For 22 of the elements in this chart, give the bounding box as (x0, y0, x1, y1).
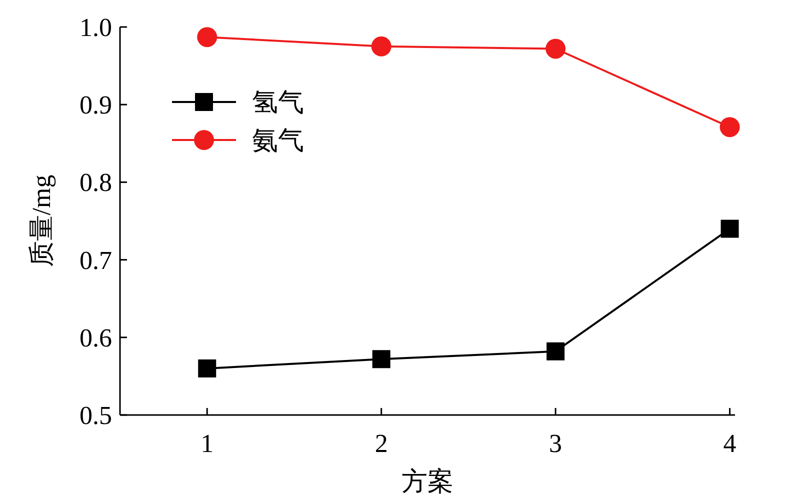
point (720, 117, 740, 138)
y-tick-label: 0.7 (80, 246, 112, 275)
x-tick-label: 1 (200, 429, 214, 458)
point (546, 342, 565, 360)
point (546, 38, 566, 59)
legend-label: 氨气 (252, 126, 304, 155)
x-tick-label: 4 (723, 429, 736, 458)
y-tick-label: 0.6 (80, 323, 112, 352)
point (197, 27, 218, 48)
y-tick-label: 1.0 (80, 13, 112, 42)
y-tick-label: 0.9 (80, 90, 112, 120)
legend-label: 氢气 (252, 88, 304, 117)
y-tick-label: 0.8 (80, 168, 112, 198)
point (720, 220, 739, 238)
y-tick-label: 0.5 (80, 401, 112, 430)
point (371, 36, 392, 56)
x-tick-label: 3 (549, 429, 562, 458)
point (198, 359, 216, 378)
point (372, 350, 390, 368)
x-tick-label: 2 (374, 429, 388, 458)
y-axis-title: 质量/mg (27, 174, 56, 268)
x-axis-title: 方案 (402, 467, 454, 496)
